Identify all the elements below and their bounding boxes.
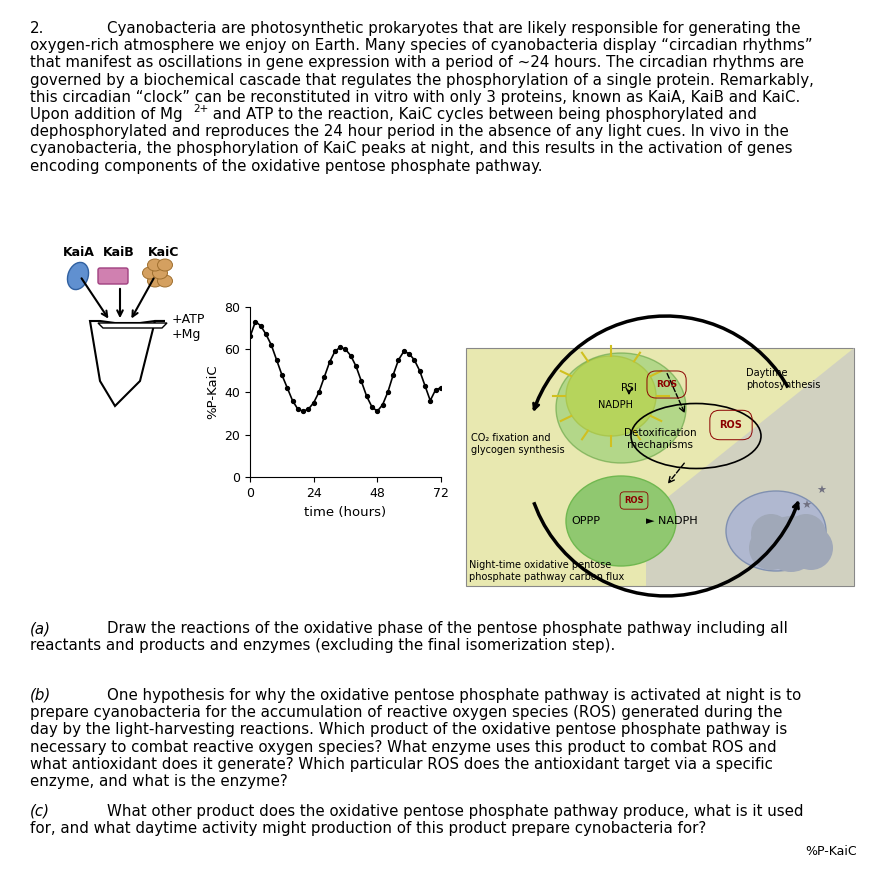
Text: (b): (b) [30, 688, 51, 703]
Polygon shape [645, 348, 853, 586]
Polygon shape [89, 321, 165, 406]
Text: 2+: 2+ [193, 103, 208, 114]
Text: Detoxification
mechanisms: Detoxification mechanisms [623, 428, 696, 449]
Ellipse shape [725, 491, 825, 571]
FancyBboxPatch shape [465, 348, 853, 586]
Ellipse shape [152, 267, 167, 279]
Text: governed by a biochemical cascade that regulates the phosphorylation of a single: governed by a biochemical cascade that r… [30, 73, 813, 88]
Text: One hypothesis for why the oxidative pentose phosphate pathway is activated at n: One hypothesis for why the oxidative pen… [107, 688, 800, 703]
Circle shape [789, 526, 832, 570]
Text: prepare cyanobacteria for the accumulation of reactive oxygen species (ROS) gene: prepare cyanobacteria for the accumulati… [30, 705, 781, 720]
Text: Cyanobacteria are photosynthetic prokaryotes that are likely responsible for gen: Cyanobacteria are photosynthetic prokary… [107, 21, 799, 36]
Text: OPPP: OPPP [571, 516, 600, 526]
Text: KaiB: KaiB [103, 246, 135, 259]
Text: that manifest as oscillations in gene expression with a period of ~24 hours. The: that manifest as oscillations in gene ex… [30, 55, 803, 70]
FancyBboxPatch shape [97, 268, 128, 284]
Y-axis label: %P-KaiC: %P-KaiC [206, 364, 219, 420]
Ellipse shape [147, 259, 162, 271]
Text: What other product does the oxidative pentose phosphate pathway produce, what is: What other product does the oxidative pe… [107, 804, 803, 819]
Ellipse shape [565, 356, 656, 436]
Text: day by the light-harvesting reactions. Which product of the oxidative pentose ph: day by the light-harvesting reactions. W… [30, 723, 787, 738]
Ellipse shape [147, 275, 162, 287]
Text: Draw the reactions of the oxidative phase of the pentose phosphate pathway inclu: Draw the reactions of the oxidative phas… [107, 621, 787, 636]
Text: reactants and products and enzymes (excluding the final isomerization step).: reactants and products and enzymes (excl… [30, 639, 615, 653]
Text: 2.: 2. [30, 21, 44, 36]
Text: ★: ★ [815, 486, 825, 496]
Ellipse shape [565, 476, 675, 566]
Circle shape [762, 516, 818, 572]
X-axis label: time (hours): time (hours) [304, 505, 386, 519]
Ellipse shape [67, 263, 89, 290]
Text: Daytime
photosynthesis: Daytime photosynthesis [745, 368, 820, 390]
Ellipse shape [158, 259, 172, 271]
Text: dephosphorylated and reproduces the 24 hour period in the absence of any light c: dephosphorylated and reproduces the 24 h… [30, 124, 788, 139]
Ellipse shape [158, 275, 172, 287]
Text: Night-time oxidative pentose
phosphate pathway carbon flux: Night-time oxidative pentose phosphate p… [469, 561, 624, 582]
Text: (a): (a) [30, 621, 51, 636]
Text: this circadian “clock” can be reconstituted in vitro with only 3 proteins, known: this circadian “clock” can be reconstitu… [30, 90, 799, 105]
Circle shape [750, 514, 790, 554]
Text: +Mg: +Mg [172, 328, 201, 341]
Text: Upon addition of Mg: Upon addition of Mg [30, 107, 183, 122]
Text: necessary to combat reactive oxygen species? What enzyme uses this product to co: necessary to combat reactive oxygen spec… [30, 739, 776, 754]
Text: CO₂ fixation and
glycogen synthesis: CO₂ fixation and glycogen synthesis [470, 433, 564, 455]
Text: ★: ★ [800, 501, 810, 511]
Ellipse shape [556, 353, 685, 463]
Text: %P-KaiC: %P-KaiC [804, 845, 856, 858]
Text: for, and what daytime activity might production of this product prepare cynobact: for, and what daytime activity might pro… [30, 821, 705, 837]
Text: PSI: PSI [620, 383, 636, 393]
Text: oxygen-rich atmosphere we enjoy on Earth. Many species of cyanobacteria display : oxygen-rich atmosphere we enjoy on Earth… [30, 39, 812, 53]
Text: and ATP to the reaction, KaiC cycles between being phosphorylated and: and ATP to the reaction, KaiC cycles bet… [207, 107, 756, 122]
Text: ROS: ROS [656, 380, 676, 389]
Polygon shape [97, 323, 167, 328]
Circle shape [748, 526, 792, 570]
Text: enzyme, and what is the enzyme?: enzyme, and what is the enzyme? [30, 774, 287, 789]
Circle shape [785, 514, 825, 554]
Ellipse shape [143, 267, 158, 279]
Text: ROS: ROS [624, 496, 643, 505]
Text: ROS: ROS [719, 420, 742, 430]
Text: encoding components of the oxidative pentose phosphate pathway.: encoding components of the oxidative pen… [30, 159, 542, 173]
Text: KaiC: KaiC [148, 246, 179, 259]
Text: cyanobacteria, the phosphorylation of KaiC peaks at night, and this results in t: cyanobacteria, the phosphorylation of Ka… [30, 141, 791, 157]
Text: KaiA: KaiA [63, 246, 95, 259]
Text: (c): (c) [30, 804, 50, 819]
Text: NADPH: NADPH [598, 400, 633, 410]
Text: ► NADPH: ► NADPH [645, 516, 696, 526]
Text: +ATP: +ATP [172, 313, 206, 326]
Text: what antioxidant does it generate? Which particular ROS does the antioxidant tar: what antioxidant does it generate? Which… [30, 757, 772, 772]
